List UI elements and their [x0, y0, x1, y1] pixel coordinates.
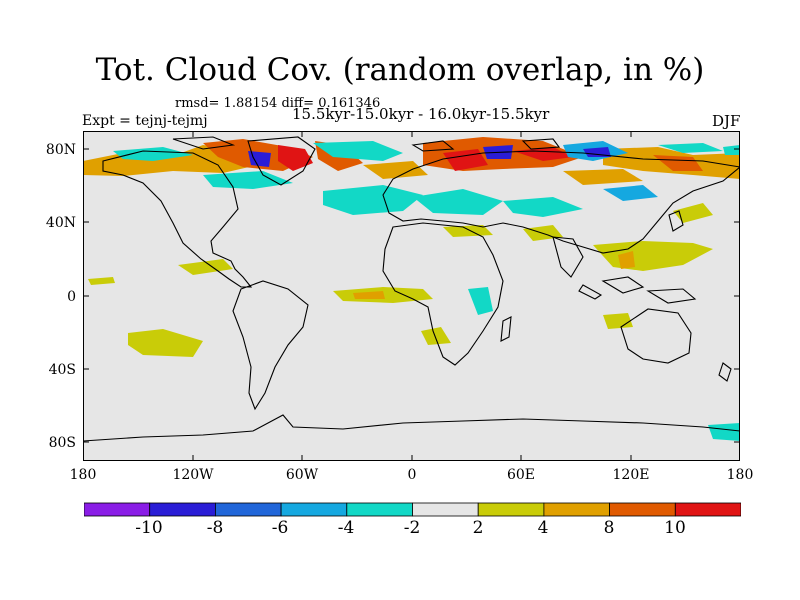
anomaly-patch: [248, 151, 271, 167]
anomaly-patch: [583, 147, 611, 157]
colorbar-label: 4: [537, 518, 549, 538]
anomaly-patch: [421, 327, 451, 345]
australia-coast: [620, 308, 692, 364]
axis-ticks: [83, 131, 740, 461]
lon-tick-label: 0: [407, 467, 417, 483]
lon-tick-label: 60W: [285, 467, 319, 483]
anomaly-patch: [723, 145, 740, 155]
lon-tick-label: 180: [726, 467, 754, 483]
anomaly-patch: [673, 203, 713, 223]
new-zealand-coast: [718, 362, 732, 382]
colorbar-box: [477, 502, 545, 517]
map-panel: [83, 131, 740, 461]
lon-tick-label: 120E: [612, 467, 650, 483]
colorbar-box: [149, 502, 216, 517]
sumatra-coast: [578, 284, 603, 300]
anomaly-patch: [443, 149, 488, 171]
colorbar-box: [84, 502, 151, 517]
colorbar-box: [609, 502, 676, 517]
lat-tick-label: 0: [67, 289, 76, 305]
svalbard-coast: [411, 140, 455, 152]
anomaly-patch: [363, 161, 428, 179]
lat-tick-label: 40N: [45, 215, 76, 231]
colorbar-box: [543, 502, 610, 517]
anomaly-patch: [603, 185, 658, 201]
anomaly-patch: [113, 147, 193, 161]
colorbar-label: -10: [135, 518, 163, 538]
antarctica-coast: [83, 414, 740, 442]
anomaly-patch: [563, 169, 643, 185]
anomaly-patch: [178, 259, 233, 275]
anomaly-patch: [503, 197, 583, 217]
colorbar-box: [280, 502, 348, 517]
lon-tick-label: 60E: [506, 467, 536, 483]
india-coast: [552, 236, 584, 278]
lon-tick-label: 180: [69, 467, 97, 483]
anomaly-patch: [128, 329, 203, 357]
colorbar: [84, 502, 741, 517]
period-label: 15.5kyr-15.0kyr - 16.0kyr-15.5kyr: [292, 105, 550, 123]
anomaly-patch: [618, 251, 635, 269]
colorbar-label: 2: [472, 518, 484, 538]
anomaly-patch: [603, 313, 633, 329]
anomaly-patch: [658, 143, 723, 153]
colorbar-label: -4: [337, 518, 355, 538]
map-title: Tot. Cloud Cov. (random overlap, in %): [95, 52, 705, 88]
madagascar-coast: [500, 316, 512, 342]
coastlines: [83, 136, 740, 442]
anomaly-patch: [653, 155, 703, 171]
anomaly-patch: [313, 141, 403, 161]
colorbar-box: [346, 502, 413, 517]
anomaly-patch: [468, 287, 493, 315]
north-america-coast: [102, 150, 253, 288]
anomaly-patch: [708, 423, 740, 441]
colorbar-label: -8: [206, 518, 224, 538]
anomaly-patch: [278, 145, 313, 171]
japan-coast: [668, 210, 684, 232]
stats-line: rmsd= 1.88154 diff= 0.161346: [175, 96, 381, 111]
new-guinea-coast: [646, 288, 697, 304]
anomaly-patch: [323, 185, 423, 215]
anomaly-patch: [353, 291, 385, 299]
anomaly-patch: [513, 147, 573, 161]
lat-tick-label: 80S: [48, 435, 76, 451]
lat-tick-label: 80N: [45, 142, 76, 158]
anomaly-patch: [88, 277, 115, 285]
colorbar-label: -6: [271, 518, 289, 538]
africa-coast: [382, 222, 504, 366]
lat-tick-label: 40S: [48, 362, 76, 378]
anomaly-patch: [413, 189, 503, 215]
south-america-coast: [232, 280, 309, 411]
eurasia-coast: [382, 150, 740, 254]
anomaly-field: [83, 137, 740, 441]
novaya-zemlya-coast: [521, 138, 561, 150]
colorbar-box: [674, 502, 741, 517]
season-label: DJF: [712, 112, 741, 130]
anomaly-patch: [443, 225, 493, 237]
greenland-coast: [247, 136, 316, 186]
colorbar-label: 10: [664, 518, 686, 538]
colorbar-label: 8: [603, 518, 615, 538]
experiment-label: Expt = tejnj-tejmj: [82, 113, 208, 129]
arctic-islands-coast: [172, 136, 236, 150]
colorbar-label: -2: [403, 518, 421, 538]
colorbar-box: [412, 502, 479, 517]
lon-tick-label: 120W: [172, 467, 214, 483]
borneo-coast: [601, 276, 645, 294]
colorbar-box: [214, 502, 282, 517]
